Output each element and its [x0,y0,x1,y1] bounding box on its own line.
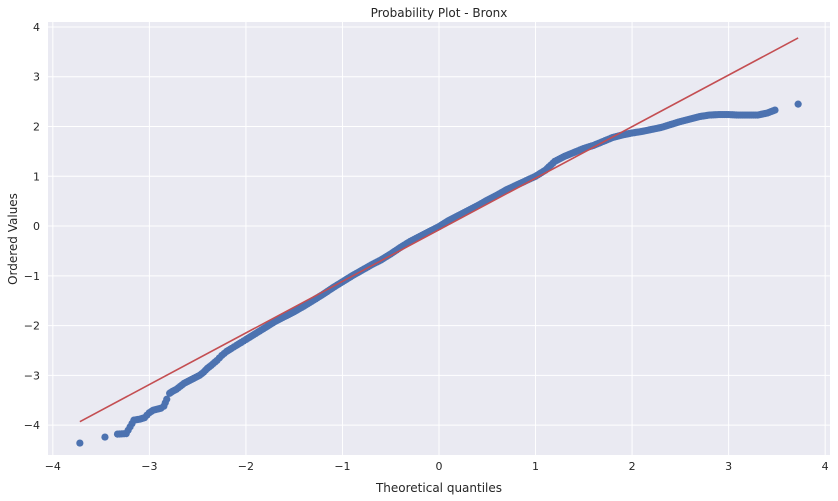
data-points [76,100,802,447]
x-tick-label: −1 [334,460,350,473]
y-tick-label: 2 [33,121,40,134]
x-tick-label: −3 [141,460,157,473]
y-tick-label: 1 [33,170,40,183]
y-tick-labels: −4 −3 −2 −1 0 1 2 3 4 [24,21,40,432]
fit-line [79,37,799,423]
data-point [76,439,84,447]
x-tick-label: 2 [629,460,636,473]
y-tick-label: 0 [33,220,40,233]
y-tick-label: −1 [24,270,40,283]
data-point [163,395,171,403]
x-tick-label: 4 [822,460,829,473]
y-tick-label: 3 [33,71,40,84]
y-tick-label: −3 [24,369,40,382]
x-tick-label: −4 [45,460,61,473]
x-tick-label: 1 [532,460,539,473]
x-tick-label: 3 [725,460,732,473]
data-point [794,100,802,108]
chart-title: Probability Plot - Bronx [371,6,508,20]
y-axis-label: Ordered Values [6,193,20,285]
data-point [771,106,779,114]
x-axis-label: Theoretical quantiles [375,481,502,495]
y-tick-label: −4 [24,419,40,432]
fit-line-layer [79,37,799,423]
data-point [101,433,109,441]
x-tick-labels: −4 −3 −2 −1 0 1 2 3 4 [45,460,829,473]
x-tick-label: 0 [436,460,443,473]
y-tick-label: −2 [24,320,40,333]
y-tick-label: 4 [33,21,40,34]
x-tick-label: −2 [238,460,254,473]
